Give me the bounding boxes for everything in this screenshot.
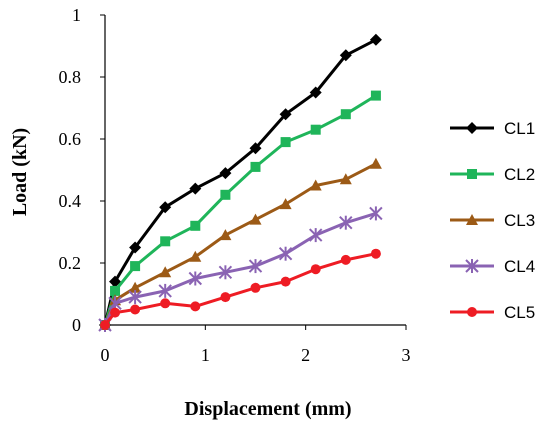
data-point — [110, 307, 121, 318]
x-tick-label: 2 — [301, 345, 310, 365]
data-point — [280, 137, 291, 148]
series-cl3 — [99, 157, 382, 330]
y-tick-label: 0.2 — [59, 253, 82, 273]
data-point — [219, 167, 232, 180]
data-point — [129, 241, 142, 254]
data-point — [309, 86, 322, 99]
legend-marker — [466, 122, 478, 134]
legend-marker — [467, 307, 477, 317]
y-tick-label: 0.8 — [59, 67, 82, 87]
data-point — [190, 220, 201, 231]
data-point — [190, 301, 201, 312]
legend-item-cl1: CL1 — [450, 119, 535, 138]
data-point — [249, 142, 262, 155]
data-point — [340, 109, 351, 120]
y-ticks: 0 0.2 0.4 0.6 0.8 1 — [59, 5, 105, 335]
legend-item-cl2: CL2 — [450, 165, 535, 184]
series-cl2 — [100, 90, 381, 330]
axes: 0 0.2 0.4 0.6 0.8 1 0 1 2 3 — [59, 5, 411, 365]
data-point — [220, 189, 231, 200]
data-point — [279, 198, 292, 210]
series-cl4 — [98, 206, 383, 332]
y-tick-label: 0 — [72, 315, 81, 335]
data-point — [310, 124, 321, 135]
data-point — [158, 283, 172, 298]
data-point — [309, 179, 322, 191]
data-point — [248, 259, 263, 274]
series-line — [103, 162, 377, 326]
data-point — [370, 90, 381, 101]
data-point — [339, 49, 352, 62]
data-point — [129, 281, 142, 293]
series-line — [103, 94, 377, 326]
data-point — [249, 213, 262, 225]
data-point — [369, 206, 383, 221]
data-point — [110, 285, 121, 296]
data-point — [100, 320, 110, 330]
data-point — [280, 276, 291, 287]
data-point — [370, 248, 381, 259]
data-point — [189, 250, 202, 262]
data-point — [160, 236, 171, 247]
y-tick-label: 1 — [72, 5, 81, 25]
series-cl5 — [100, 248, 381, 330]
data-point — [250, 161, 261, 172]
data-point — [250, 282, 261, 293]
legend-item-cl3: CL3 — [450, 211, 535, 230]
data-point — [218, 265, 233, 280]
data-point — [369, 33, 382, 46]
y-tick-label: 0.4 — [59, 191, 82, 211]
data-point — [130, 261, 141, 272]
data-point — [159, 201, 172, 214]
legend-item-cl4: CL4 — [450, 257, 535, 276]
legend-item-cl5: CL5 — [450, 303, 535, 322]
data-point — [219, 229, 232, 241]
data-point — [339, 215, 353, 230]
data-point — [308, 228, 323, 243]
series-line — [103, 252, 377, 326]
legend-label: CL2 — [504, 165, 535, 184]
data-point — [128, 290, 142, 305]
data-point — [278, 246, 293, 261]
data-point — [130, 304, 141, 315]
data-point — [188, 271, 203, 286]
x-tick-label: 3 — [402, 345, 411, 365]
x-tick-label: 1 — [201, 345, 210, 365]
legend-label: CL1 — [504, 119, 535, 138]
y-axis-title: Load (kN) — [9, 128, 31, 216]
data-point — [159, 266, 172, 278]
x-tick-label: 0 — [101, 345, 110, 365]
legend-marker — [467, 169, 477, 179]
legend: CL1 CL2 CL3 CL4 CL5 — [450, 119, 535, 322]
legend-label: CL3 — [504, 211, 535, 230]
data-point — [279, 108, 292, 121]
data-point — [339, 173, 352, 185]
data-point — [160, 298, 171, 309]
legend-label: CL4 — [504, 257, 535, 276]
series-layer — [98, 33, 383, 332]
x-ticks: 0 1 2 3 — [101, 325, 411, 365]
data-point — [189, 182, 202, 195]
data-point — [340, 254, 351, 265]
legend-marker — [465, 259, 479, 273]
y-tick-label: 0.6 — [59, 129, 82, 149]
x-axis-title: Displacement (mm) — [184, 398, 351, 420]
data-point — [369, 157, 382, 169]
data-point — [220, 292, 231, 303]
legend-marker — [466, 214, 478, 225]
legend-label: CL5 — [504, 303, 535, 322]
data-point — [310, 264, 321, 275]
data-point — [109, 275, 122, 288]
